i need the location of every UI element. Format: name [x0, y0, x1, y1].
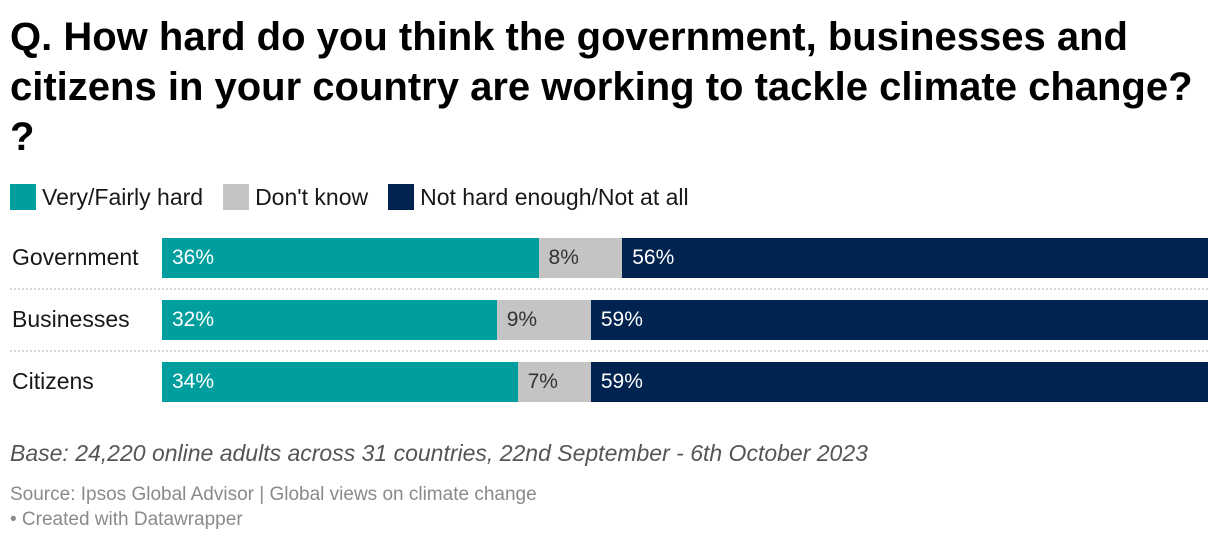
legend-swatch — [223, 184, 250, 210]
data-label: 56% — [632, 246, 675, 269]
legend-item: Don't know — [223, 184, 368, 211]
legend: Very/Fairly hard Don't know Not hard enoug… — [10, 182, 709, 212]
data-label: 59% — [600, 308, 643, 331]
bar-segment: 36% — [162, 238, 539, 278]
bar-segment: 56% — [622, 238, 1208, 278]
row-divider — [10, 350, 1208, 352]
data-label: 59% — [600, 370, 643, 393]
bar-segment: 7% — [517, 362, 591, 402]
bar-track: 36% 8% 56% — [162, 238, 1208, 278]
source-line: Source: Ipsos Global Advisor | Global vi… — [10, 484, 537, 505]
stacked-bar-chart: Government 36% 8% 56% Businesses 32% 9% 59% Citi… — [0, 226, 1220, 416]
bar-segment: 59% — [590, 300, 1208, 340]
bar-row: Businesses 32% 9% 59% — [0, 288, 1220, 350]
source-block: Source: Ipsos Global Advisor | Global vi… — [10, 482, 537, 532]
legend-label: Very/Fairly hard — [42, 183, 204, 210]
credit-line: • Created with Datawrapper — [10, 509, 243, 530]
legend-item: Very/Fairly hard — [10, 184, 203, 211]
category-label: Citizens — [12, 368, 94, 394]
bar-row: Citizens 34% 7% 59% — [0, 350, 1220, 412]
bar-segment: 32% — [162, 300, 497, 340]
bar-track: 32% 9% 59% — [162, 300, 1208, 340]
row-divider — [10, 288, 1208, 290]
data-label: 8% — [548, 246, 579, 269]
category-label: Businesses — [12, 306, 130, 332]
bar-segment: 34% — [162, 362, 518, 402]
bar-segment: 9% — [496, 300, 591, 340]
data-label: 32% — [172, 308, 215, 331]
legend-label: Not hard enough/Not at all — [420, 183, 689, 210]
legend-swatch — [10, 184, 36, 210]
bar-track: 34% 7% 59% — [162, 362, 1208, 402]
data-label: 34% — [172, 370, 215, 393]
data-label: 9% — [506, 308, 538, 331]
legend-label: Don't know — [255, 183, 369, 210]
legend-swatch — [388, 184, 415, 210]
bar-row: Government 36% 8% 56% — [0, 226, 1220, 288]
category-label: Government — [12, 244, 139, 270]
data-label: 7% — [527, 370, 558, 393]
chart-title: Q. How hard do you think the government,… — [10, 15, 1193, 159]
legend-item: Not hard enough/Not at all — [388, 184, 689, 211]
data-label: 36% — [172, 246, 215, 269]
bar-segment: 59% — [590, 362, 1208, 402]
bar-segment: 8% — [538, 238, 623, 278]
chart-notes: Base: 24,220 online adults across 31 cou… — [10, 440, 868, 466]
